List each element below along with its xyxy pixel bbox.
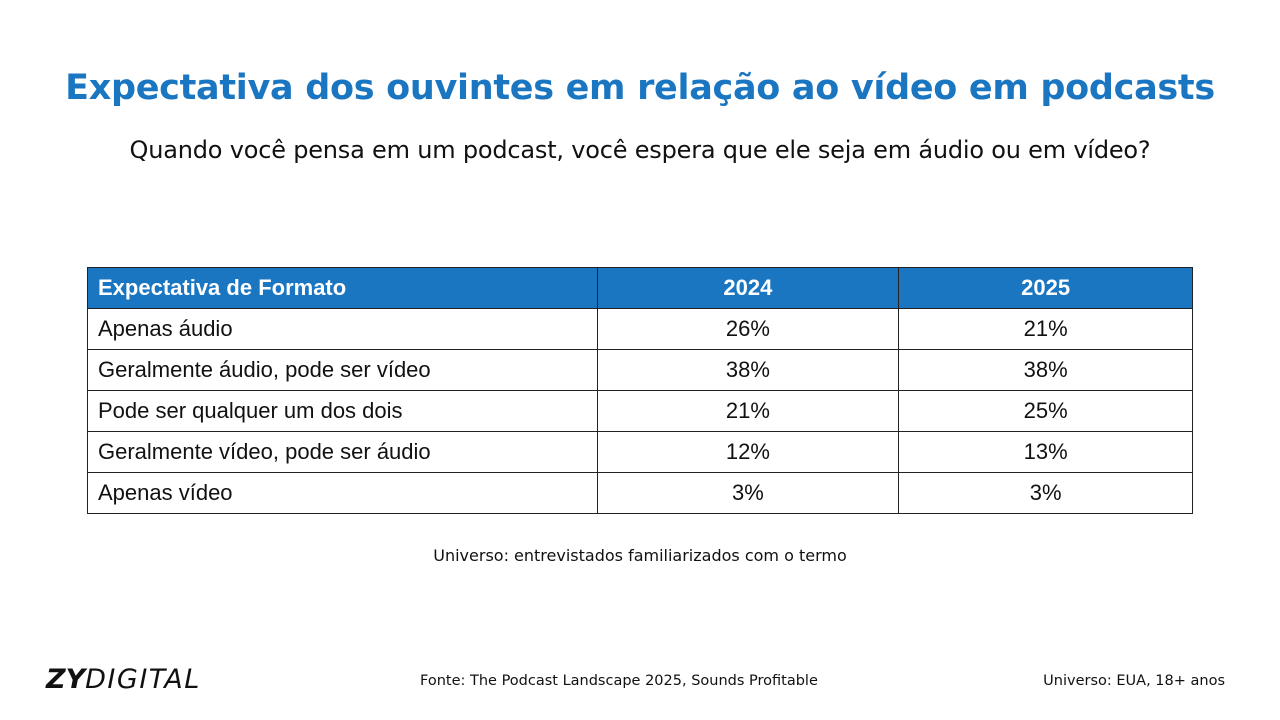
table-row: Geralmente vídeo, pode ser áudio 12% 13% — [87, 431, 1193, 473]
table-header: Expectativa de Formato 2024 2025 — [87, 267, 1193, 309]
table-row: Apenas vídeo 3% 3% — [87, 472, 1193, 514]
cell-2024: 38% — [596, 349, 900, 391]
format-expectation-table: Expectativa de Formato 2024 2025 Apenas … — [87, 267, 1193, 514]
cell-2024: 26% — [596, 308, 900, 350]
cell-2025: 13% — [898, 431, 1193, 473]
table-row: Pode ser qualquer um dos dois 21% 25% — [87, 390, 1193, 432]
cell-2024: 3% — [596, 472, 900, 514]
row-label: Geralmente áudio, pode ser vídeo — [87, 349, 598, 391]
header-2024: 2024 — [596, 267, 900, 309]
logo-bold-text: ZY — [46, 664, 86, 695]
cell-2024: 21% — [596, 390, 900, 432]
universe-note: Universo: entrevistados familiarizados c… — [433, 546, 847, 565]
row-label: Apenas vídeo — [87, 472, 598, 514]
table-body: Apenas áudio 26% 21% Geralmente áudio, p… — [87, 308, 1193, 514]
row-label: Pode ser qualquer um dos dois — [87, 390, 598, 432]
cell-2025: 25% — [898, 390, 1193, 432]
row-label: Apenas áudio — [87, 308, 598, 350]
footer-universe: Universo: EUA, 18+ anos — [1043, 673, 1225, 689]
logo-light-text: DIGITAL — [85, 664, 201, 695]
row-label: Geralmente vídeo, pode ser áudio — [87, 431, 598, 473]
header-2025: 2025 — [898, 267, 1193, 309]
footer-source: Fonte: The Podcast Landscape 2025, Sound… — [420, 673, 818, 689]
cell-2025: 21% — [898, 308, 1193, 350]
zydigital-logo: ZYDIGITAL — [46, 664, 201, 695]
table-header-row: Expectativa de Formato 2024 2025 — [87, 267, 1193, 309]
page-subtitle: Quando você pensa em um podcast, você es… — [129, 136, 1151, 164]
page-title: Expectativa dos ouvintes em relação ao v… — [65, 68, 1215, 108]
table-row: Geralmente áudio, pode ser vídeo 38% 38% — [87, 349, 1193, 391]
cell-2025: 3% — [898, 472, 1193, 514]
cell-2025: 38% — [898, 349, 1193, 391]
table-row: Apenas áudio 26% 21% — [87, 308, 1193, 350]
header-format: Expectativa de Formato — [87, 267, 598, 309]
cell-2024: 12% — [596, 431, 900, 473]
